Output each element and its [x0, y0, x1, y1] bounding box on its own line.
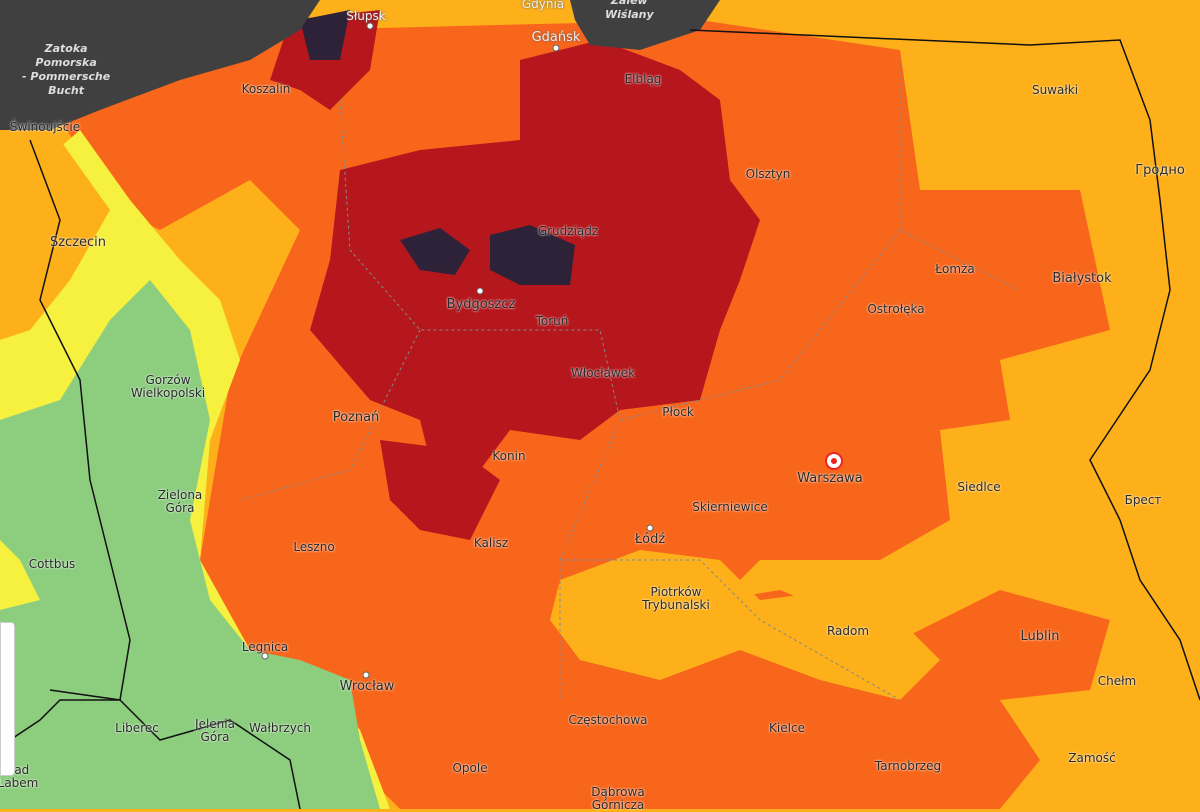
city-label: Cottbus [28, 557, 76, 571]
city-label: Suwałki [1031, 83, 1079, 97]
zone-green [0, 280, 380, 809]
city-label: Kielce [769, 721, 805, 735]
zone-red-konin [380, 440, 500, 540]
city-label: Tarnobrzeg [874, 759, 942, 773]
city-label: Chełm [1097, 674, 1137, 688]
side-panel-handle[interactable] [0, 622, 15, 776]
country-border-east [689, 29, 1200, 701]
city-label: Radom [826, 624, 870, 638]
city-label: Gdynia [521, 0, 565, 11]
city-label: Konin [492, 449, 526, 463]
zone-dark [490, 225, 575, 285]
voivodeship-borders [239, 60, 1021, 701]
city-label: Częstochowa [568, 713, 648, 727]
city-label: Lublin [1020, 629, 1060, 644]
city-dot [476, 287, 484, 295]
city-label: Grudziądz [537, 224, 599, 238]
city-label: Koszalin [241, 82, 291, 96]
city-dot [261, 652, 269, 660]
sea-label-vistula-lagoon: Zalew Wiślany [605, 0, 654, 21]
gulf-of-gdansk [570, 0, 720, 50]
capital-marker-icon[interactable] [825, 452, 843, 470]
city-label: Gorzów Wielkopolski [130, 373, 206, 400]
country-border-west [9, 139, 131, 741]
city-label: Poznań [332, 410, 380, 425]
city-label: Zielona Góra [157, 488, 203, 515]
city-label: Legnica [241, 640, 289, 654]
city-label: Dąbrowa Górnicza [591, 785, 645, 812]
sea-label-pomeranian-bay: Zatoka Pomorska - Pommersche Bucht [22, 42, 111, 97]
city-dot [646, 524, 654, 532]
city-label: Toruń [535, 314, 569, 328]
zone-light-orange-south [550, 550, 940, 700]
city-label: Kalisz [473, 536, 509, 550]
city-label: Jelenia Góra [195, 717, 235, 744]
zone-dark-2 [400, 228, 470, 275]
city-label: Zamość [1068, 751, 1116, 765]
city-label: Płock [662, 405, 694, 419]
city-label: Piotrków Trybunalski [642, 585, 710, 612]
city-label: Słupsk [346, 9, 386, 23]
city-label: Wrocław [339, 679, 395, 694]
city-label: Skierniewice [692, 500, 768, 514]
city-label: Łomża [935, 262, 975, 276]
city-dot [552, 44, 560, 52]
city-label: Opole [452, 761, 488, 775]
city-dot [366, 22, 374, 30]
city-label: Wałbrzych [248, 721, 312, 735]
city-label: Siedlce [957, 480, 1001, 494]
city-label: Leszno [293, 540, 335, 554]
city-label: Łódź [634, 532, 666, 547]
city-label: Gdańsk [531, 30, 581, 45]
city-label: Warszawa [797, 471, 863, 486]
city-label: Włocławek [570, 366, 636, 380]
city-label: Ostrołęka [867, 302, 925, 316]
city-label: Bydgoszcz [446, 297, 516, 312]
zone-dark-3 [300, 10, 350, 60]
city-label: Liberec [115, 721, 159, 735]
city-label: Olsztyn [745, 167, 791, 181]
city-label: Szczecin [49, 235, 107, 250]
baltic-sea [0, 0, 320, 130]
city-label: Гродно [1135, 163, 1185, 178]
city-label: Białystok [1052, 271, 1112, 286]
country-border-south [49, 689, 301, 809]
city-label: Elbląg [624, 72, 662, 86]
city-label: Брест [1124, 493, 1162, 507]
city-label: Świnoujście [9, 120, 81, 134]
city-dot [362, 671, 370, 679]
